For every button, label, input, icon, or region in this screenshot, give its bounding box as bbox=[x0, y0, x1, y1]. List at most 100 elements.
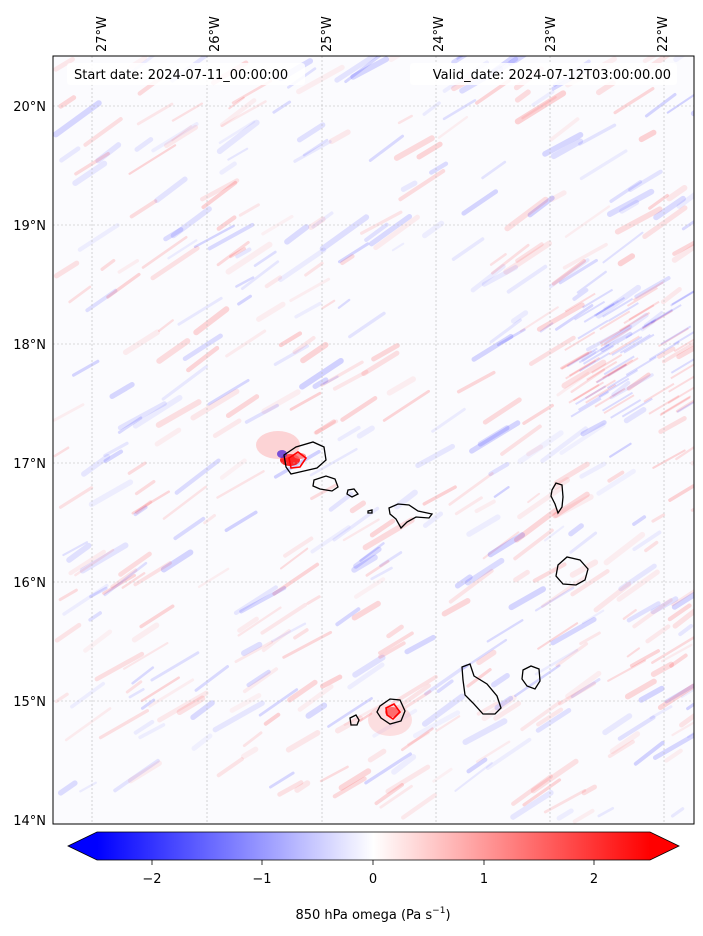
header: Start date: 2024-07-11_00:00:00 Valid_da… bbox=[67, 63, 677, 85]
omega-streak bbox=[59, 146, 81, 163]
omega-streak bbox=[100, 258, 116, 271]
omega-streak bbox=[543, 789, 587, 814]
omega-streak bbox=[532, 562, 567, 583]
omega-streak bbox=[626, 647, 640, 658]
omega-streak bbox=[666, 93, 694, 114]
omega-streak bbox=[364, 222, 389, 242]
omega-streak bbox=[167, 239, 198, 260]
graticule bbox=[53, 56, 694, 824]
omega-streak bbox=[89, 586, 108, 599]
omega-streak bbox=[350, 56, 389, 80]
omega-streak bbox=[675, 445, 694, 461]
omega-streak bbox=[582, 288, 614, 309]
omega-streak bbox=[658, 416, 687, 434]
colorbar-extend-min bbox=[68, 832, 97, 860]
omega-streak bbox=[623, 407, 647, 424]
omega-streak bbox=[602, 713, 633, 736]
omega-streak bbox=[360, 210, 403, 235]
omega-streak bbox=[487, 532, 526, 558]
omega-streak bbox=[260, 602, 308, 635]
omega-streak bbox=[103, 561, 148, 597]
omega-streak bbox=[370, 566, 393, 581]
colorbar-label: 850 hPa omega (Pa s−1) bbox=[295, 906, 450, 923]
omega-streak bbox=[614, 206, 663, 235]
omega-streak bbox=[313, 419, 339, 435]
omega-streak bbox=[429, 161, 449, 175]
omega-streak bbox=[579, 149, 628, 181]
omega-streak bbox=[83, 629, 113, 653]
omega-streak bbox=[586, 360, 618, 381]
omega-streak bbox=[580, 420, 607, 437]
omega-streak bbox=[609, 731, 641, 755]
omega-streak bbox=[603, 300, 619, 310]
omega-streak bbox=[156, 338, 191, 364]
omega-streak bbox=[522, 403, 554, 425]
omega-streak bbox=[216, 240, 250, 267]
omega-streak bbox=[642, 56, 658, 64]
omega-streak bbox=[596, 363, 628, 384]
omega-streak bbox=[558, 681, 597, 706]
omega-streak bbox=[322, 375, 339, 386]
omega-streak bbox=[334, 715, 364, 734]
omega-streak bbox=[641, 309, 673, 330]
omega-streak bbox=[117, 416, 143, 434]
omega-streak bbox=[397, 114, 413, 125]
omega-streak bbox=[670, 358, 694, 374]
omega-streak bbox=[371, 343, 400, 362]
omega-streak bbox=[652, 732, 694, 760]
omega-streak bbox=[603, 312, 649, 347]
omega-streak bbox=[660, 395, 692, 416]
omega-streak bbox=[287, 679, 318, 703]
omega-streak bbox=[229, 693, 262, 713]
omega-streak bbox=[348, 311, 386, 339]
omega-streak bbox=[237, 606, 282, 637]
omega-streak bbox=[293, 628, 309, 640]
omega-streak bbox=[583, 303, 615, 323]
valid-date-text: Valid_date: 2024-07-12T03:00:00.00 bbox=[433, 68, 671, 83]
omega-streak bbox=[555, 642, 589, 668]
omega-streak bbox=[332, 776, 367, 799]
omega-streak bbox=[332, 506, 380, 542]
omega-streak bbox=[676, 191, 694, 209]
omega-streak bbox=[628, 169, 663, 193]
omega-streak bbox=[500, 424, 542, 456]
omega-streak bbox=[623, 333, 655, 354]
omega-streak bbox=[70, 681, 106, 709]
omega-streak bbox=[651, 635, 694, 664]
omega-streak bbox=[68, 549, 106, 576]
omega-streak bbox=[650, 304, 682, 324]
omega-streak bbox=[374, 783, 404, 806]
omega-streak bbox=[416, 141, 443, 160]
island-sao-vicente bbox=[312, 475, 339, 492]
omega-streak bbox=[534, 586, 575, 612]
omega-streak bbox=[77, 223, 120, 252]
omega-streak bbox=[74, 548, 115, 577]
omega-streak bbox=[193, 306, 230, 336]
omega-streak bbox=[566, 347, 598, 368]
omega-streak bbox=[294, 301, 322, 319]
omega-streak bbox=[664, 683, 694, 704]
lat-label-17n: 17°N bbox=[13, 457, 46, 472]
lon-label-22w: 22°W bbox=[656, 16, 671, 52]
omega-streak bbox=[660, 325, 692, 346]
omega-streak bbox=[513, 569, 530, 583]
omega-streak bbox=[378, 641, 406, 659]
omega-streak bbox=[657, 683, 694, 710]
omega-streak bbox=[494, 695, 514, 711]
omega-streak bbox=[395, 683, 432, 710]
omega-streak bbox=[170, 206, 212, 239]
omega-streak bbox=[672, 240, 694, 256]
omega-streak bbox=[527, 492, 541, 504]
omega-streak bbox=[626, 287, 658, 307]
omega-streak bbox=[550, 616, 597, 646]
omega-streak bbox=[579, 352, 611, 372]
omega-streak bbox=[570, 397, 602, 418]
omega-streak bbox=[242, 667, 279, 694]
omega-streak bbox=[203, 513, 217, 525]
omega-streak bbox=[128, 144, 177, 175]
omega-streak bbox=[422, 485, 457, 506]
omega-streak bbox=[595, 363, 627, 384]
omega-streak bbox=[591, 353, 623, 374]
omega-streak bbox=[608, 335, 640, 356]
omega-streak bbox=[572, 288, 589, 301]
